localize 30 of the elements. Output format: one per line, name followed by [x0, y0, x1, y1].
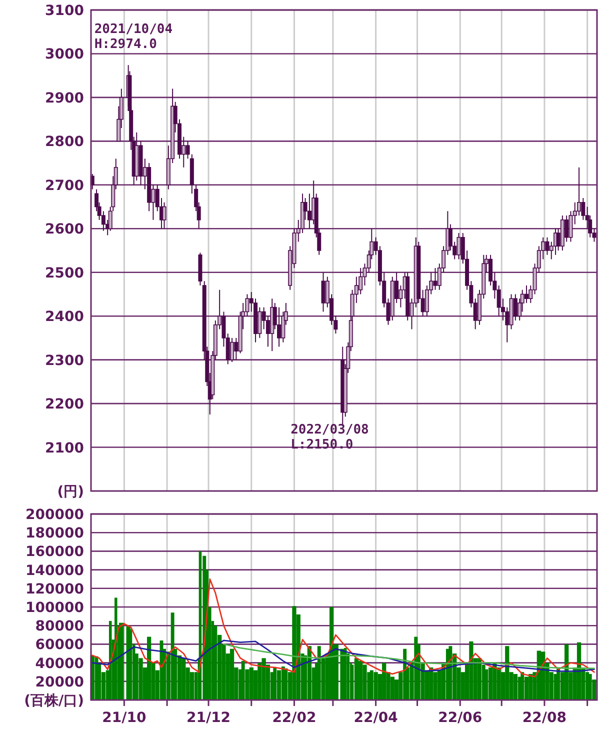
y-tick-label: 2500	[45, 265, 84, 282]
y-tick-label: 2600	[45, 222, 84, 238]
y-tick-label: 2900	[45, 90, 84, 106]
annotation: 2021/10/04 H:2974.0	[94, 22, 173, 52]
y-tick-label: 160000	[26, 544, 84, 560]
x-tick-label: 22/02	[272, 710, 316, 726]
y-tick-label: 100000	[26, 600, 84, 616]
y-tick-label: 80000	[35, 618, 84, 635]
y-tick-label: 200000	[26, 507, 84, 523]
y-tick-label: 3100	[45, 3, 84, 19]
y-tick-label: 60000	[35, 637, 84, 654]
y-tick-label: 40000	[35, 656, 84, 672]
y-tick-label: 2700	[45, 178, 84, 194]
y-tick-label: 2300	[45, 352, 84, 369]
y-axis-title: (百株/口)	[24, 693, 84, 709]
x-tick-label: 21/12	[186, 710, 231, 726]
y-tick-label: 2200	[45, 396, 84, 413]
x-tick-label: 22/04	[354, 710, 398, 726]
x-tick-label: 22/08	[522, 710, 567, 726]
x-tick-label: 22/06	[438, 710, 482, 726]
y-tick-label: 3000	[45, 46, 84, 63]
y-tick-label: 180000	[26, 526, 84, 542]
x-tick-label: 21/10	[102, 710, 146, 726]
y-tick-label: 20000	[35, 674, 84, 690]
y-tick-label: 2400	[45, 309, 84, 326]
y-axis-title: (円)	[57, 484, 84, 500]
y-tick-label: 140000	[26, 562, 84, 579]
y-tick-label: 2100	[45, 440, 84, 456]
y-tick-label: 2800	[45, 134, 84, 150]
y-tick-label: 120000	[26, 581, 84, 598]
